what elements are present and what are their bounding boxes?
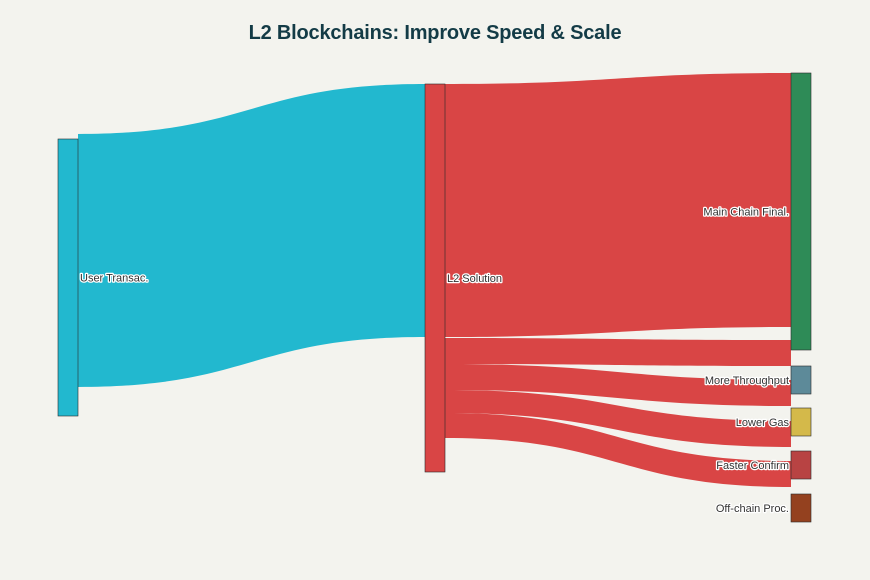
labels-layer: User Transac. L2 Solution Main Chain Final… (79, 205, 791, 516)
node-label-offchain: Off-chain Proc. (716, 503, 789, 515)
node-label-gas: Lower Gas (736, 417, 790, 429)
link-l2-to-offchain[interactable] (445, 413, 791, 487)
node-label-throughput: More Throughput (705, 375, 789, 387)
link-user-to-l2[interactable] (78, 84, 425, 387)
node-label-user: User Transac. (80, 272, 148, 284)
chart-title: L2 Blockchains: Improve Speed & Scale (248, 22, 622, 44)
node-label-main: Main Chain Final. (703, 206, 789, 218)
link-l2-to-throughput[interactable] (445, 338, 791, 366)
node-user[interactable] (57, 138, 79, 417)
link-l2-to-gas[interactable] (445, 364, 791, 406)
nodes-layer (57, 72, 812, 523)
link-l2-to-confirm[interactable] (445, 390, 791, 447)
node-main[interactable] (790, 72, 812, 351)
links-layer (78, 73, 791, 487)
node-label-confirm: Faster Confirm (716, 460, 789, 472)
node-throughput[interactable] (790, 365, 812, 395)
node-l2[interactable] (424, 83, 446, 473)
node-confirm[interactable] (790, 450, 812, 480)
link-l2-to-main[interactable] (445, 73, 791, 337)
node-offchain[interactable] (790, 493, 812, 523)
node-gas[interactable] (790, 407, 812, 437)
node-label-l2: L2 Solution (447, 273, 502, 285)
